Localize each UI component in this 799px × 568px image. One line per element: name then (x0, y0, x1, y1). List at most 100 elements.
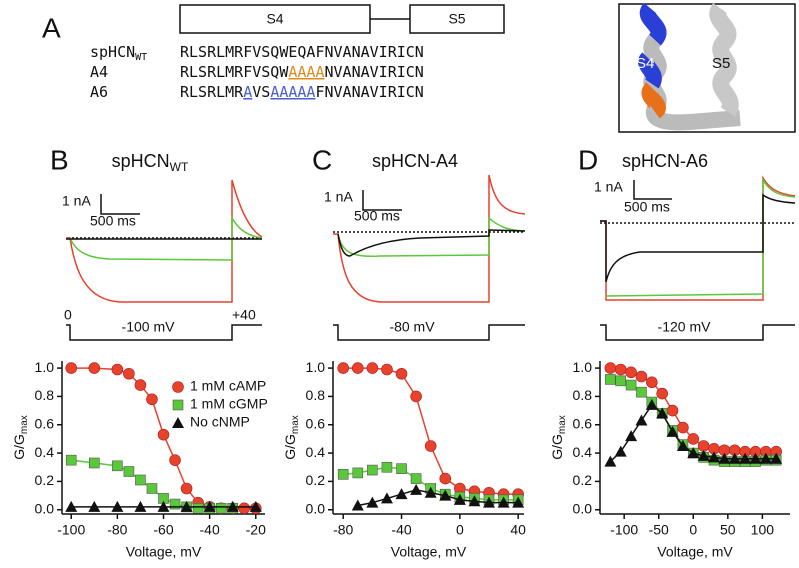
data-point (614, 363, 627, 376)
legend-label: No cNMP (190, 414, 250, 430)
data-point (65, 454, 77, 466)
residues: VS (252, 83, 270, 101)
data-point (614, 445, 627, 457)
data-point (111, 500, 124, 512)
y-axis-label: G/Gmax (282, 415, 301, 460)
y-tick-label: 0.2 (35, 472, 55, 488)
data-point (192, 503, 204, 514)
data-point (65, 500, 78, 512)
data-point (337, 362, 350, 374)
data-point (112, 460, 123, 472)
row-name-main: A6 (90, 83, 108, 101)
data-point (395, 488, 408, 500)
trace-cgmp (337, 216, 526, 258)
traces-b (66, 179, 263, 341)
data-point (395, 367, 408, 380)
x-tick-label: 0 (689, 522, 697, 538)
data-point (749, 452, 762, 464)
residues: RLSRLMR (180, 83, 244, 101)
trace-cgmp (605, 177, 796, 297)
data-point (718, 452, 731, 464)
data-point (367, 464, 378, 476)
data-point (226, 500, 239, 512)
x-axis-label: Voltage, mV (126, 544, 202, 560)
data-point (666, 404, 679, 417)
step-voltage: -100 mV (122, 319, 176, 335)
data-point (352, 467, 364, 479)
row-name-main: spHCN (90, 43, 135, 61)
data-point (512, 496, 525, 508)
y-tick-label: 0.2 (573, 472, 593, 488)
data-point (410, 390, 422, 403)
residues: RLSRLMRFVSQWEQAFNVANAVIRICN (180, 43, 424, 61)
scale-bar (633, 180, 672, 200)
structure-label: S4 (636, 55, 654, 72)
data-point (453, 493, 466, 505)
trace-camp (66, 179, 263, 303)
data-point (351, 362, 364, 374)
data-point (468, 495, 481, 507)
row-name-sub: WT (135, 52, 147, 63)
legend-label: 1 mM cAMP (190, 378, 266, 394)
legend-marker (172, 399, 184, 411)
panel-letter: B (50, 144, 69, 175)
data-point (123, 367, 135, 380)
data-point (645, 398, 658, 410)
data-point (759, 452, 772, 464)
row-name: A6 (90, 83, 108, 101)
data-point (366, 362, 379, 374)
step-voltage: -80 mV (389, 319, 435, 335)
data-point (134, 500, 147, 512)
data-point (728, 452, 741, 464)
data-point (381, 363, 393, 376)
panel-letter: D (578, 144, 598, 175)
data-point (203, 500, 216, 512)
data-point (625, 366, 637, 379)
y-tick-label: 0.4 (35, 444, 55, 460)
domain-label: S4 (266, 11, 283, 27)
traces-c (333, 174, 526, 341)
y-tick-label: 0.6 (573, 415, 593, 431)
sequence: RLSRLMRFVSQWEQAFNVANAVIRICN (180, 43, 424, 61)
helix-orange (641, 82, 666, 119)
data-point (497, 496, 510, 508)
sequence: RLSRLMRAVSAAAAAFNVANAVIRICN (180, 83, 424, 101)
data-point (396, 463, 407, 474)
x-tick-label: -20 (246, 522, 266, 538)
data-point (687, 433, 700, 445)
domain-label: S5 (448, 11, 465, 27)
step-voltage: -120 mV (658, 319, 712, 335)
legend-marker (172, 381, 184, 393)
y-tick-label: 1.0 (306, 359, 326, 375)
chart-title: spHCN-A4 (372, 151, 458, 171)
y-tick-label: 1.0 (573, 359, 593, 375)
data-point (88, 500, 101, 512)
y-label-sub: max (19, 415, 30, 434)
y-tick-label: 0.6 (306, 415, 326, 431)
scale-time: 500 ms (624, 199, 670, 215)
data-point (604, 455, 617, 467)
x-tick-label: 0 (456, 522, 464, 538)
x-tick-label: -80 (107, 522, 127, 538)
y-tick-label: 0.8 (306, 387, 326, 403)
data-point (134, 379, 147, 391)
chart-title: spHCNWT (112, 151, 189, 174)
data-point (180, 482, 193, 495)
data-point (615, 375, 627, 387)
mutated-residues: AAAAA (270, 83, 315, 101)
mutated-residues: AAAA (288, 63, 324, 81)
scale-current: 1 nA (62, 193, 91, 209)
y-tick-label: 0.8 (573, 387, 593, 403)
row-name-main: A4 (90, 63, 108, 81)
data-point (146, 393, 158, 406)
data-point (157, 500, 170, 512)
data-point (180, 500, 193, 512)
data-point (424, 440, 437, 452)
y-tick-label: 0.2 (306, 472, 326, 488)
x-tick-label: -100 (57, 522, 85, 538)
x-tick-label: 40 (510, 522, 526, 538)
trace-none (337, 229, 526, 257)
y-label-main: G/G (11, 434, 27, 460)
data-point (337, 469, 349, 480)
x-tick-label: -60 (153, 522, 173, 538)
